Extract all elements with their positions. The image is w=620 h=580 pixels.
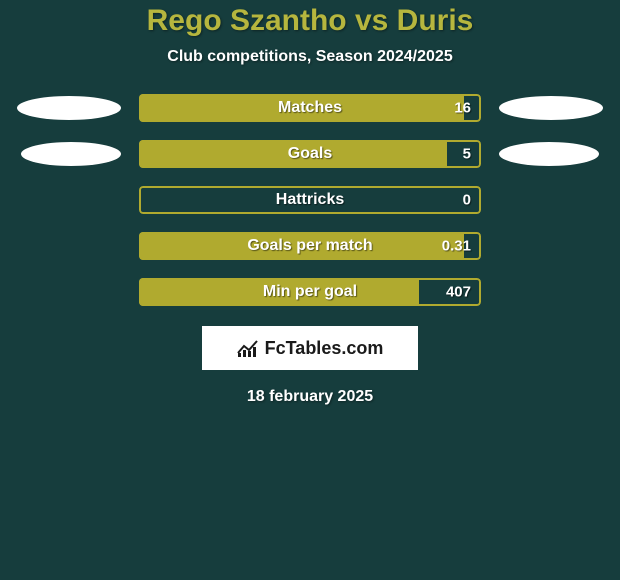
footer-date: 18 february 2025 [0, 388, 620, 406]
player-marker-left [17, 96, 121, 120]
stat-bars: Matches 16 Goals 5 Hattricks 0 Goals per match… [0, 94, 620, 306]
stat-row: Hattricks 0 [0, 186, 620, 214]
page-subtitle: Club competitions, Season 2024/2025 [0, 48, 620, 66]
player-marker-right [499, 142, 599, 166]
stat-bar: Goals 5 [139, 140, 481, 168]
stat-label: Goals [288, 145, 332, 163]
stat-value-right: 5 [463, 146, 471, 163]
stat-bar: Goals per match 0.31 [139, 232, 481, 260]
stat-row: Min per goal 407 [0, 278, 620, 306]
stat-label: Goals per match [247, 237, 372, 255]
player-marker-left [21, 142, 121, 166]
stat-bar: Min per goal 407 [139, 278, 481, 306]
chart-icon [237, 339, 259, 357]
stat-row: Goals per match 0.31 [0, 232, 620, 260]
stat-value-right: 16 [454, 100, 471, 117]
page-title: Rego Szantho vs Duris [0, 0, 620, 38]
stat-row: Goals 5 [0, 140, 620, 168]
stat-bar: Hattricks 0 [139, 186, 481, 214]
player-marker-right [499, 96, 603, 120]
stat-label: Hattricks [276, 191, 344, 209]
comparison-card: Rego Szantho vs Duris Club competitions,… [0, 0, 620, 580]
footer-badge[interactable]: FcTables.com [202, 326, 418, 370]
stat-label: Min per goal [263, 283, 357, 301]
stat-label: Matches [278, 99, 342, 117]
stat-value-right: 0.31 [442, 238, 471, 255]
stat-value-right: 407 [446, 284, 471, 301]
stat-value-right: 0 [463, 192, 471, 209]
stat-row: Matches 16 [0, 94, 620, 122]
footer-badge-text: FcTables.com [265, 338, 384, 359]
stat-bar: Matches 16 [139, 94, 481, 122]
